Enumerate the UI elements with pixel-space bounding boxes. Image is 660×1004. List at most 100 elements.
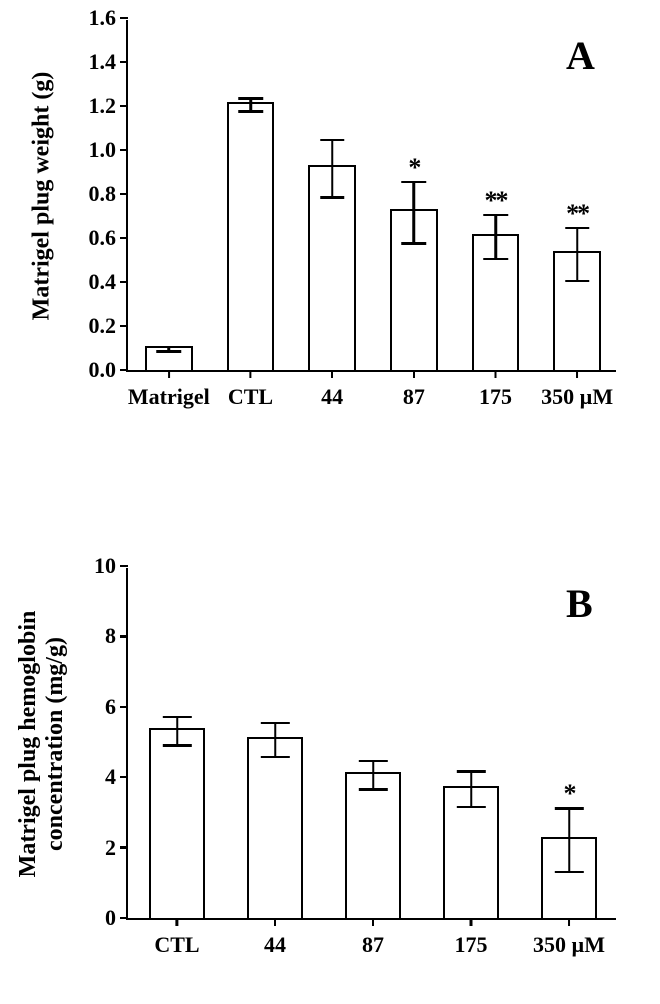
y-tick-mark: [120, 149, 128, 152]
error-bar: [168, 20, 169, 372]
y-tick-label: 1.2: [89, 93, 117, 119]
error-bar-cap: [554, 871, 583, 874]
error-bar-line: [576, 227, 579, 280]
error-bar-cap: [162, 716, 191, 719]
y-tick-label: 2: [105, 835, 116, 861]
x-tick-mark: [249, 370, 252, 378]
y-tick-label: 1.0: [89, 137, 117, 163]
y-tick-label: 10: [94, 553, 116, 579]
error-bar-line: [372, 760, 375, 788]
y-tick-mark: [120, 17, 128, 20]
error-bar: [471, 568, 472, 920]
x-tick: 350 µM: [533, 918, 605, 958]
y-tick-label: 0.0: [89, 357, 117, 383]
x-tick-mark: [274, 918, 277, 926]
error-bar-line: [274, 722, 277, 756]
panelB-plot: 0246810CTL4487175350 µM*: [126, 568, 616, 920]
panel-label-B: B: [566, 580, 593, 627]
error-bar-line: [568, 807, 571, 870]
error-bar: [177, 568, 178, 920]
y-tick: 1.2: [89, 93, 129, 119]
significance-marker: *: [408, 153, 419, 183]
y-tick: 0.6: [89, 225, 129, 251]
error-bar-line: [331, 139, 334, 196]
error-bar-cap: [456, 806, 485, 809]
error-bar-cap: [157, 346, 182, 349]
x-tick-mark: [331, 370, 334, 378]
error-bar-line: [413, 181, 416, 243]
y-tick-mark: [120, 105, 128, 108]
x-tick: 175: [455, 918, 488, 958]
y-tick-label: 0.6: [89, 225, 117, 251]
y-tick: 0.2: [89, 313, 129, 339]
x-tick-label: 87: [403, 384, 425, 410]
y-tick: 2: [105, 835, 128, 861]
x-tick-label: 350 µM: [533, 932, 605, 958]
y-tick-label: 1.4: [89, 49, 117, 75]
y-tick-mark: [120, 565, 128, 568]
significance-marker: **: [485, 186, 507, 216]
y-tick: 4: [105, 764, 128, 790]
error-bar-cap: [238, 110, 263, 113]
x-tick-label: 87: [362, 932, 384, 958]
x-tick: CTL: [228, 370, 273, 410]
y-tick-label: 4: [105, 764, 116, 790]
y-tick-mark: [120, 325, 128, 328]
y-tick-mark: [120, 281, 128, 284]
x-tick: 87: [362, 918, 384, 958]
y-tick-label: 0.8: [89, 181, 117, 207]
error-bar-cap: [483, 258, 508, 261]
y-tick-mark: [120, 61, 128, 64]
y-tick-mark: [120, 706, 128, 709]
x-tick-mark: [168, 370, 171, 378]
y-tick-mark: [120, 776, 128, 779]
x-tick-label: CTL: [228, 384, 273, 410]
y-tick: 0.8: [89, 181, 129, 207]
x-tick: 87: [403, 370, 425, 410]
x-tick-mark: [413, 370, 416, 378]
y-tick: 1.6: [89, 5, 129, 31]
y-tick: 8: [105, 623, 128, 649]
significance-marker: **: [566, 199, 588, 229]
y-tick-label: 8: [105, 623, 116, 649]
y-tick-mark: [120, 237, 128, 240]
figure-root: 0.00.20.40.60.81.01.21.41.6MatrigelCTL44…: [0, 0, 660, 1004]
x-tick: CTL: [154, 918, 199, 958]
panel-label-A: A: [566, 32, 595, 79]
error-bar-cap: [157, 350, 182, 353]
error-bar-cap: [456, 770, 485, 773]
y-tick-label: 0.4: [89, 269, 117, 295]
y-tick: 6: [105, 694, 128, 720]
y-tick: 10: [94, 553, 128, 579]
y-tick-mark: [120, 369, 128, 372]
y-tick: 1.4: [89, 49, 129, 75]
x-tick-label: CTL: [154, 932, 199, 958]
x-tick: 44: [321, 370, 343, 410]
y-tick-label: 0.2: [89, 313, 117, 339]
panelA-ylabel: Matrigel plug weight (g): [29, 72, 56, 321]
significance-marker: *: [564, 779, 575, 809]
error-bar: [413, 20, 414, 372]
error-bar: [250, 20, 251, 372]
x-tick-label: 175: [455, 932, 488, 958]
y-tick: 0.0: [89, 357, 129, 383]
x-tick-mark: [576, 370, 579, 378]
error-bar-cap: [320, 196, 345, 199]
x-tick-mark: [568, 918, 571, 926]
x-tick-label: 350 µM: [541, 384, 613, 410]
y-tick-mark: [120, 193, 128, 196]
error-bar-cap: [260, 722, 289, 725]
y-tick-label: 6: [105, 694, 116, 720]
error-bar-cap: [320, 139, 345, 142]
y-tick-mark: [120, 846, 128, 849]
x-tick: 350 µM: [541, 370, 613, 410]
x-tick-mark: [470, 918, 473, 926]
y-tick-mark: [120, 635, 128, 638]
y-tick-label: 0: [105, 905, 116, 931]
error-bar-cap: [162, 744, 191, 747]
x-tick-mark: [494, 370, 497, 378]
x-tick-label: 44: [264, 932, 286, 958]
error-bar-line: [176, 716, 179, 744]
panelB-ylabel: Matrigel plug hemoglobinconcentration (m…: [15, 611, 69, 878]
y-tick: 0: [105, 905, 128, 931]
